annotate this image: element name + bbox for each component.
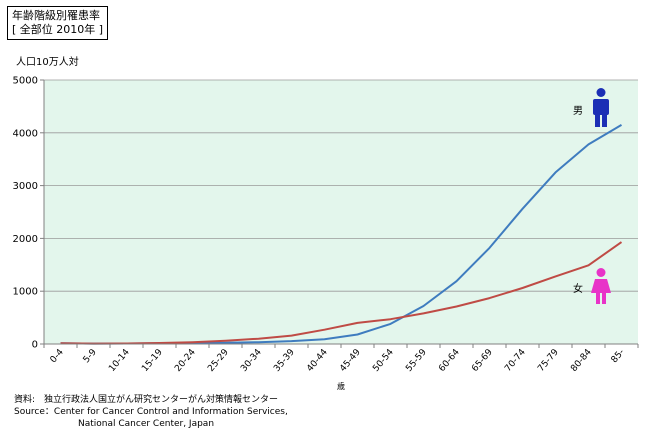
x-axis-ticks: 0-4 5-9 10-14 15-19 20-24 25-29 30-34 35-39 40-4… xyxy=(43,344,639,374)
source-line-ja: 資料: 独立行政法人国立がん研究センターがん対策情報センター xyxy=(14,395,279,405)
source-note: 資料: 独立行政法人国立がん研究センターがん対策情報センター Source：Ce… xyxy=(14,394,288,430)
female-figure-icon xyxy=(591,268,611,304)
x-tick-label: 70-74 xyxy=(503,347,528,374)
source-line-en: Source：Center for Cancer Control and Inf… xyxy=(14,407,288,417)
x-tick-label: 5-9 xyxy=(82,347,99,365)
x-tick-label: 10-14 xyxy=(107,347,132,374)
gridlines xyxy=(44,79,638,292)
y-axis-ticks: 0 1000 2000 3000 4000 5000 xyxy=(13,76,44,351)
x-tick-label: 30-34 xyxy=(239,347,264,374)
legend-male-label: 男 xyxy=(573,105,583,117)
source-line-en-2: National Cancer Center, Japan xyxy=(78,419,215,429)
y-tick-label: 5000 xyxy=(13,76,38,87)
x-tick-label: 60-64 xyxy=(437,347,462,374)
chart-title: 年齢階級別罹患率 xyxy=(12,9,100,22)
x-tick-label: 55-59 xyxy=(404,347,429,374)
x-tick-label: 40-44 xyxy=(305,347,330,374)
plot-area xyxy=(44,80,638,344)
y-tick-label: 1000 xyxy=(13,287,38,298)
male-figure-icon xyxy=(593,88,609,127)
x-tick-label: 50-54 xyxy=(371,347,396,374)
x-tick-label: 45-49 xyxy=(338,347,363,374)
chart-title-box: 年齢階級別罹患率 [ 全部位 2010年 ] xyxy=(7,6,109,40)
x-axis-label: 歳 xyxy=(337,381,345,391)
series-lines xyxy=(60,124,623,345)
y-tick-label: 2000 xyxy=(13,234,38,245)
x-tick-label: 0-4 xyxy=(49,347,66,365)
y-tick-label: 4000 xyxy=(13,128,38,139)
x-tick-label: 15-19 xyxy=(140,347,165,374)
x-tick-label: 20-24 xyxy=(173,347,198,374)
series-line-female xyxy=(60,241,623,345)
x-tick-label: 35-39 xyxy=(272,347,297,374)
y-tick-label: 0 xyxy=(32,340,38,351)
y-tick-label: 3000 xyxy=(13,181,38,192)
x-tick-label: 85- xyxy=(610,348,627,366)
x-tick-label: 80-84 xyxy=(569,347,594,374)
legend-female-label: 女 xyxy=(573,282,583,295)
x-tick-label: 75-79 xyxy=(536,347,561,374)
chart-subtitle: [ 全部位 2010年 ] xyxy=(12,23,104,36)
x-tick-label: 65-69 xyxy=(470,347,495,374)
y-axis-label: 人口10万人対 xyxy=(16,55,79,68)
x-tick-label: 25-29 xyxy=(206,347,231,374)
